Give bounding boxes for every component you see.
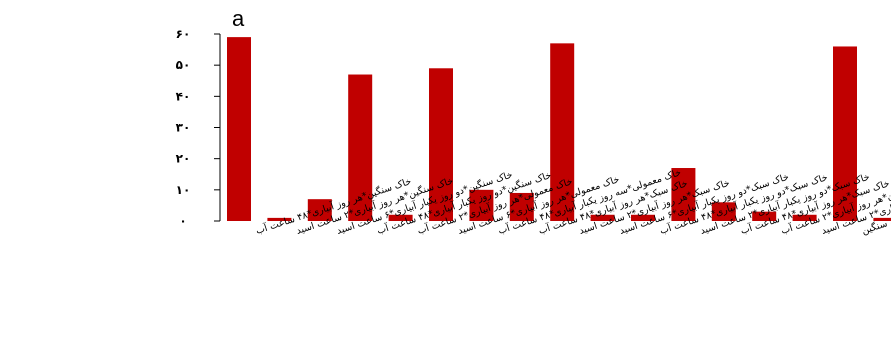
bar [469, 189, 494, 221]
y-axis-ticks: ۰ ۱۰ ۲۰ ۳۰ ۴۰ ۵۰ ۶۰ [176, 27, 220, 228]
bar [671, 168, 696, 221]
y-tick-label: ۶۰ [176, 27, 191, 41]
bar [550, 43, 575, 221]
bars-group [227, 37, 891, 222]
bar [429, 68, 453, 222]
y-tick-label: ۱۰ [176, 183, 191, 197]
y-tick-label: ۳۰ [176, 121, 191, 135]
bar [509, 192, 534, 221]
bar [631, 214, 655, 221]
y-tick-label: ۴۰ [176, 89, 191, 103]
panel-label: a [232, 6, 245, 31]
bar [307, 199, 332, 221]
bar [711, 202, 736, 221]
bar [267, 217, 292, 221]
bar [833, 46, 857, 221]
bar [873, 217, 891, 221]
bar [792, 214, 817, 221]
bar [590, 214, 615, 221]
bar [752, 211, 777, 221]
bar [388, 214, 413, 221]
y-tick-label: ۲۰ [176, 152, 191, 166]
bar [348, 74, 373, 222]
y-tick-label: ۰ [179, 214, 186, 228]
bar [227, 37, 251, 221]
y-tick-label: ۵۰ [176, 58, 191, 72]
